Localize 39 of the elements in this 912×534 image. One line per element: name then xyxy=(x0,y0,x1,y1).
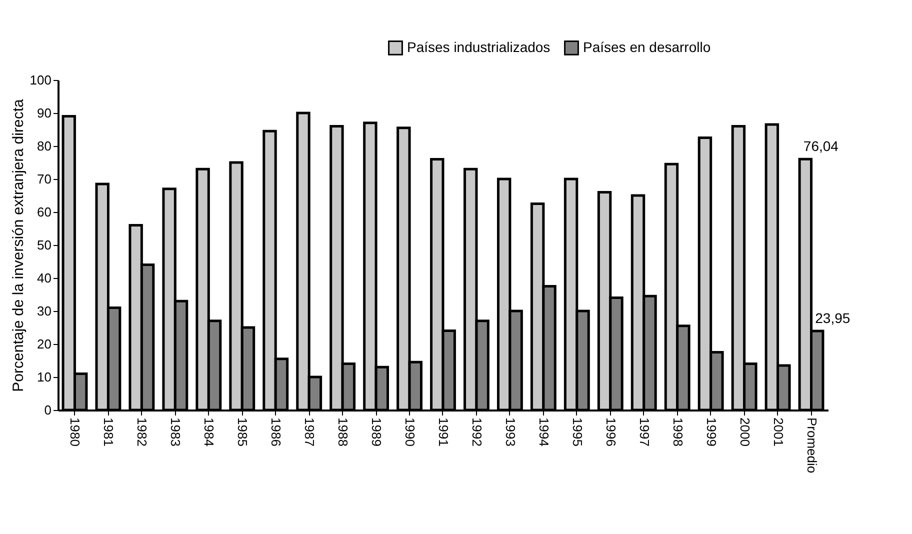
y-tick-label: 40 xyxy=(37,270,52,286)
y-tick-label: 60 xyxy=(37,204,52,220)
x-tick-label: 2000 xyxy=(737,418,752,446)
x-tick-label: 1981 xyxy=(101,418,116,446)
x-tick-label: 1982 xyxy=(134,418,150,446)
data-label: 76,04 xyxy=(803,138,839,154)
y-tick-label: 90 xyxy=(37,106,52,120)
x-tick-label: 1985 xyxy=(235,418,250,446)
x-tick-label: 1997 xyxy=(636,418,652,446)
x-tick-label: 1994 xyxy=(536,418,552,446)
x-tick-label: 1993 xyxy=(502,418,518,446)
x-tick-label: 1991 xyxy=(436,418,451,446)
legend-label: Países en desarrollo xyxy=(583,38,711,55)
legend-label: Países industrializados xyxy=(407,38,550,55)
x-tick-label: 1987 xyxy=(302,418,318,446)
x-tick-label: Promedio xyxy=(804,418,820,474)
data-label: 23,95 xyxy=(815,310,850,326)
x-tick-label: 2001 xyxy=(770,418,786,446)
x-tick-label: 1986 xyxy=(268,418,284,446)
x-tick-label: 1996 xyxy=(603,418,618,446)
x-tick-label: 1990 xyxy=(402,418,418,446)
y-tick-label: 20 xyxy=(37,336,52,352)
x-tick-label: 1995 xyxy=(570,418,585,446)
x-tick-label: 1998 xyxy=(670,418,686,446)
x-tick-label: 1989 xyxy=(369,418,384,446)
y-tick-label: 0 xyxy=(44,402,52,418)
y-tick-label: 50 xyxy=(37,238,52,252)
y-tick-label: 80 xyxy=(37,138,52,154)
y-tick-label: 70 xyxy=(37,172,52,186)
y-tick-label: 10 xyxy=(37,370,52,384)
y-tick-label: 30 xyxy=(37,304,52,318)
x-tick-label: 1983 xyxy=(168,418,184,446)
x-tick-label: 1984 xyxy=(202,418,217,446)
x-tick-label: 1980 xyxy=(68,418,83,446)
x-tick-label: 1999 xyxy=(704,418,719,446)
y-axis-title: Porcentaje de la inversión extranjera directa xyxy=(10,98,27,392)
y-tick-label: 100 xyxy=(30,72,52,88)
x-tick-label: 1992 xyxy=(469,418,484,446)
x-tick-label: 1988 xyxy=(336,418,351,446)
